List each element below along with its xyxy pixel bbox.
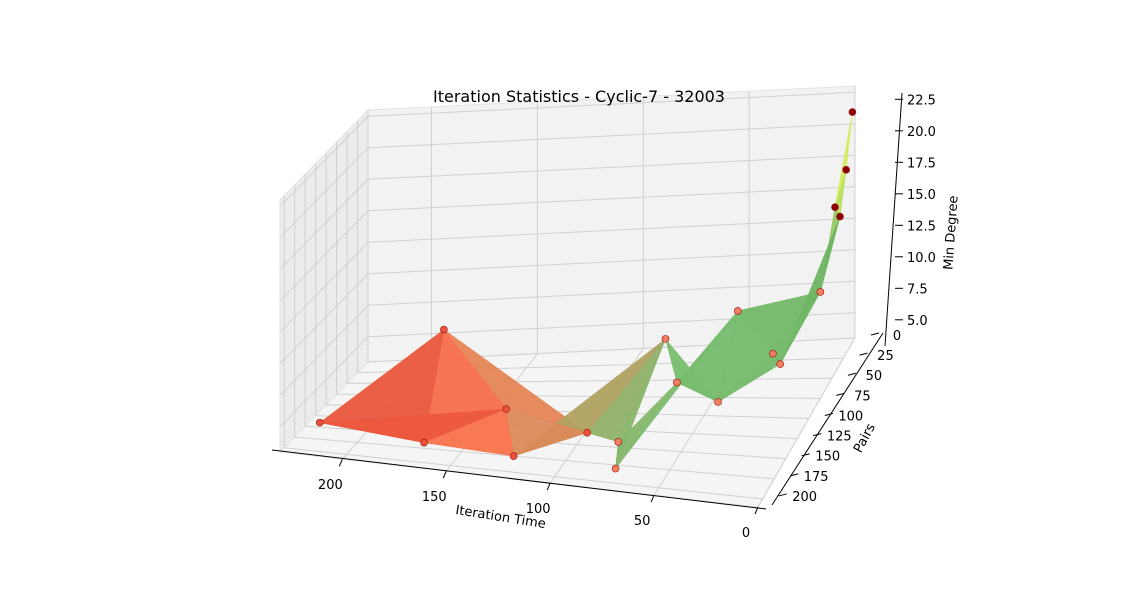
grid-line-z <box>279 154 856 270</box>
surface-mesh <box>319 112 853 470</box>
x-tick-label: 200 <box>318 478 343 493</box>
y-tick-mark <box>790 473 799 477</box>
data-point <box>831 203 839 211</box>
grid-line-z <box>279 91 856 207</box>
y-tick-label: 50 <box>866 369 883 384</box>
z-tick-label: 12.5 <box>907 219 936 234</box>
surface-triangle <box>615 382 678 470</box>
chart-title: Iteration Statistics - Cyclic-7 - 32003 <box>433 87 725 106</box>
x-tick-mark <box>650 494 655 503</box>
axis-lines <box>271 92 903 510</box>
x-tick-label: 0 <box>742 526 750 541</box>
y-axis-line <box>771 332 884 506</box>
grid-line-y <box>283 195 763 500</box>
data-point <box>611 464 620 473</box>
data-point <box>816 288 825 296</box>
data-point <box>420 438 428 447</box>
y-tick-label: 0 <box>893 329 901 344</box>
y-tick-mark <box>859 352 868 356</box>
data-point <box>714 398 722 406</box>
y-tick-mark <box>824 412 833 416</box>
z-tick-label: 15.0 <box>907 188 936 203</box>
y-tick-label: 175 <box>804 470 829 485</box>
surface-triangle <box>717 353 781 403</box>
z-axis-label: Min Degree <box>941 195 961 270</box>
y-tick-label: 25 <box>877 349 894 364</box>
data-point <box>440 325 448 334</box>
z-tick-label: 17.5 <box>907 156 936 171</box>
x-tick-mark <box>546 482 551 491</box>
x-tick-mark <box>442 470 447 479</box>
data-point <box>836 212 844 221</box>
y-tick-mark <box>813 433 822 437</box>
y-tick-mark <box>870 332 880 336</box>
data-point <box>661 335 670 343</box>
grid-line-z <box>279 249 856 365</box>
data-point <box>583 428 592 437</box>
data-point <box>769 349 777 358</box>
x-tick-label: 50 <box>634 514 651 529</box>
data-points <box>315 108 857 473</box>
y-tick-mark <box>836 392 845 396</box>
grid-line-z <box>279 186 856 302</box>
y-axis-label: Pairs <box>851 421 879 456</box>
grid-line-y <box>367 110 856 363</box>
grid-line-z <box>279 123 856 239</box>
grid-line-z <box>279 217 856 333</box>
x-tick-label: 150 <box>422 490 447 505</box>
z-axis-line <box>884 92 903 347</box>
y-tick-label: 200 <box>792 490 817 505</box>
data-point <box>842 166 850 174</box>
z-tick-label: 5.0 <box>907 314 928 329</box>
data-point <box>502 405 511 413</box>
z-tick-label: 10.0 <box>907 251 936 266</box>
x-tick-label: 100 <box>526 502 551 517</box>
y-tick-label: 75 <box>854 389 871 404</box>
tick-labels: 0 50 100 150 200 0 25 50 75 100 125 150 175 200 5.0 7.5… <box>318 93 936 541</box>
x-tick-mark <box>754 506 759 515</box>
grid-line-y <box>346 131 832 384</box>
y-tick-mark <box>778 493 787 497</box>
y-tick-label: 125 <box>827 430 852 445</box>
z-tick-label: 20.0 <box>907 125 936 140</box>
y-tick-label: 100 <box>838 409 863 424</box>
data-point <box>776 360 785 368</box>
grid-line-y <box>336 142 821 399</box>
y-tick-mark <box>847 372 857 376</box>
y-tick-mark <box>801 453 810 457</box>
z-tick-label: 22.5 <box>907 93 936 108</box>
data-point <box>734 307 742 315</box>
data-point <box>509 452 518 460</box>
data-point <box>315 418 324 427</box>
data-point <box>614 438 623 446</box>
y-tick-label: 150 <box>815 450 840 465</box>
x-axis-line <box>271 449 767 510</box>
data-point <box>673 378 681 387</box>
grid-line-y <box>294 185 775 480</box>
z-tick-label: 7.5 <box>907 282 928 297</box>
grid-line-z <box>279 280 856 396</box>
surface-triangle <box>423 408 514 457</box>
data-point <box>848 108 857 116</box>
x-tick-mark <box>338 458 343 467</box>
grid-line-z <box>279 312 856 428</box>
